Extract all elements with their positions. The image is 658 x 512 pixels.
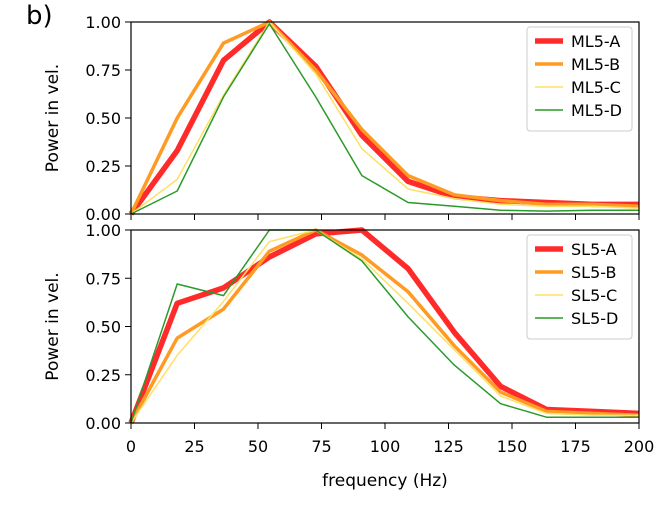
legend-label: SL5-D: [571, 309, 618, 328]
legend-label: ML5-A: [571, 32, 620, 51]
x-tick-label: 175: [560, 437, 591, 456]
panel-label: b): [26, 1, 53, 31]
legend-box: [526, 26, 633, 132]
x-axis-label: frequency (Hz): [322, 471, 448, 491]
panel-bottom: 0.00 0.25 0.50 0.75 1.00 0 25 50 75 100 125 150 175 2…: [43, 221, 654, 491]
y-tick-label: 0.50: [85, 318, 121, 337]
y-tick-label: 0.50: [85, 109, 121, 128]
x-tick-label: 75: [311, 437, 331, 456]
x-tick-label: 150: [497, 437, 528, 456]
y-axis-label: Power in vel.: [43, 64, 63, 172]
series-line-ml5-b: [129, 20, 640, 215]
x-tick-label: 25: [184, 437, 204, 456]
series-line-sl5-d: [130, 229, 639, 424]
y-tick-label: 0.75: [85, 269, 121, 288]
x-tick-label: 200: [624, 437, 655, 456]
y-tick-label: 0.25: [85, 366, 121, 385]
y-tick-label: 1.00: [85, 221, 121, 240]
x-tick-label: 0: [126, 437, 136, 456]
legend-label: ML5-C: [571, 78, 621, 97]
y-axis-label: Power in vel.: [43, 272, 63, 380]
x-tick-label: 125: [433, 437, 464, 456]
series-line-sl5-a: [128, 227, 640, 424]
series-line-sl5-c: [130, 229, 639, 424]
y-tick-label: 0.00: [85, 205, 121, 224]
x-tick-label: 50: [248, 437, 268, 456]
x-tick-label: 100: [370, 437, 401, 456]
legend-label: SL5-C: [571, 286, 617, 305]
series-line-ml5-d: [130, 23, 639, 215]
y-tick-label: 1.00: [85, 13, 121, 32]
legend-label: SL5-B: [571, 263, 616, 282]
legend-label: ML5-B: [571, 55, 620, 74]
legend-label: SL5-A: [571, 240, 617, 259]
series-line-sl5-b: [129, 228, 640, 424]
y-tick-label: 0.00: [85, 414, 121, 433]
legend: ML5-A ML5-B ML5-C ML5-D: [526, 26, 633, 132]
y-tick-label: 0.75: [85, 61, 121, 80]
y-tick-label: 0.25: [85, 157, 121, 176]
legend-box: [526, 234, 633, 340]
series-group: [128, 227, 640, 424]
series-group: [128, 19, 640, 216]
legend-label: ML5-D: [571, 101, 622, 120]
legend: SL5-A SL5-B SL5-C SL5-D: [526, 234, 633, 340]
series-line-ml5-c: [130, 21, 640, 215]
